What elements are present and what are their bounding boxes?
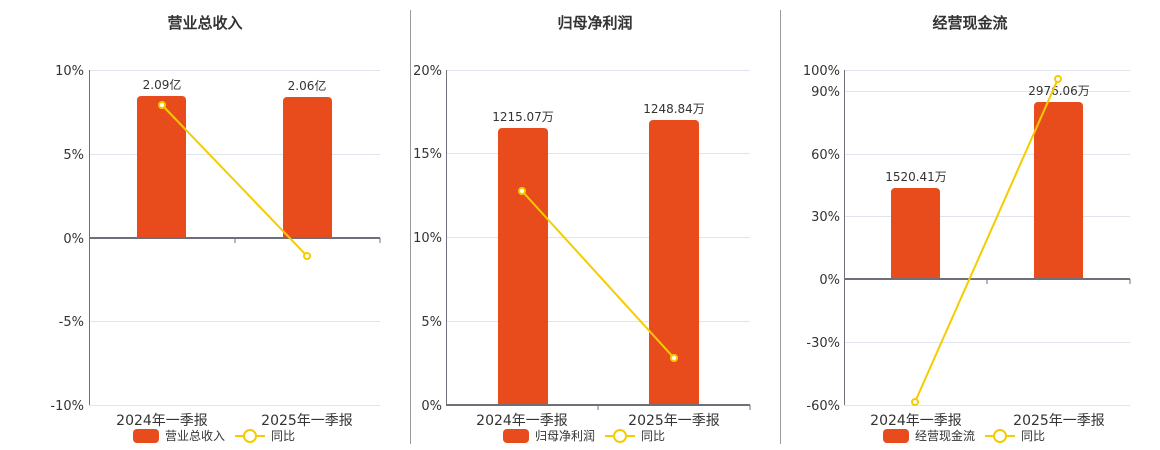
bar-2025[interactable] [283, 97, 332, 238]
line-marker-icon [235, 428, 266, 443]
bar-value-labels: 1215.07万 1248.84万 [492, 102, 705, 124]
y-tick-label: 20% [413, 64, 442, 79]
y-tick-label: 10% [55, 64, 84, 79]
y-tick-label: 5% [63, 148, 84, 163]
chart-legend: 营业总收入 同比 [133, 427, 299, 444]
legend-label: 营业总收入 [165, 429, 226, 443]
y-tick-label: -10% [50, 399, 84, 414]
x-tick-label: 2025年一季报 [1013, 413, 1105, 429]
yoy-point-2025[interactable] [1054, 75, 1062, 83]
y-axis-labels: 20% 15% 10% 5% 0% [413, 64, 442, 414]
line-marker-icon [985, 428, 1016, 443]
yoy-point-2024[interactable] [518, 187, 526, 195]
y-tick-label: 0% [421, 399, 442, 414]
y-tick-label: 100% [803, 64, 840, 79]
x-axis-labels: 2024年一季报 2025年一季报 [116, 413, 353, 429]
x-tick-label: 2024年一季报 [476, 413, 568, 429]
bar-label: 1520.41万 [885, 170, 947, 184]
chart-panel-net-profit: 归母净利润 20% 15% 10% 5% 0% 1215.07万 1248.84… [410, 0, 780, 450]
chart-canvas: 10% 5% 0% -5% -10% 2.09亿 2.06亿 2024年一季报 … [50, 64, 381, 429]
yoy-line [914, 78, 1059, 403]
line-marker-icon [605, 428, 636, 443]
chart-legend: 经营现金流 同比 [883, 427, 1049, 444]
y-tick-label: 30% [811, 210, 840, 225]
x-tick-label: 2025年一季报 [261, 413, 353, 429]
bar-label: 2.06亿 [288, 78, 327, 93]
y-axis-labels: 10% 5% 0% -5% -10% [50, 64, 84, 414]
legend-item-bar[interactable]: 归母净利润 [503, 427, 595, 444]
bar-label: 1215.07万 [492, 110, 554, 124]
legend-label: 同比 [271, 429, 296, 443]
bar-2025[interactable] [649, 120, 699, 405]
legend-item-bar[interactable]: 经营现金流 [883, 427, 975, 444]
y-tick-label: 15% [413, 147, 442, 162]
x-tick-label: 2024年一季报 [116, 413, 208, 429]
x-tick-label: 2024年一季报 [870, 413, 962, 429]
y-tick-label: 5% [421, 315, 442, 330]
legend-label: 同比 [1021, 429, 1046, 443]
bar-value-labels: 1520.41万 2976.06万 [885, 84, 1090, 184]
legend-label: 同比 [641, 429, 666, 443]
legend-item-yoy[interactable]: 同比 [985, 427, 1045, 444]
yoy-point-2025[interactable] [670, 354, 678, 362]
gridlines [446, 70, 750, 322]
chart-canvas: 20% 15% 10% 5% 0% 1215.07万 1248.84万 2024… [413, 64, 751, 429]
legend-item-bar[interactable]: 营业总收入 [133, 427, 225, 444]
y-tick-label: 60% [811, 148, 840, 163]
bar-label: 2976.06万 [1028, 84, 1090, 98]
bar-swatch-icon [503, 428, 529, 443]
chart-legend: 归母净利润 同比 [503, 427, 669, 444]
bar-swatch-icon [133, 428, 159, 443]
y-tick-label: -30% [806, 336, 840, 351]
yoy-point-2024[interactable] [911, 398, 919, 406]
bar-2024[interactable] [498, 128, 548, 405]
chart-panel-revenue: 营业总收入 10% 5% 0% -5% -10% 2.09亿 2.06亿 [0, 0, 410, 450]
yoy-point-2025[interactable] [303, 252, 311, 260]
bar-2024[interactable] [891, 188, 940, 279]
chart-title: 归母净利润 [557, 14, 633, 32]
bar-swatch-icon [883, 428, 909, 443]
legend-item-yoy[interactable]: 同比 [605, 427, 665, 444]
bar-2025[interactable] [1034, 102, 1083, 279]
bar-label: 1248.84万 [643, 102, 705, 116]
bar-2024[interactable] [137, 96, 186, 238]
y-tick-label: 10% [413, 231, 442, 246]
legend-label: 归母净利润 [535, 429, 596, 443]
bar-value-labels: 2.09亿 2.06亿 [143, 77, 327, 93]
bar-label: 2.09亿 [143, 77, 182, 92]
legend-item-yoy[interactable]: 同比 [235, 427, 295, 444]
yoy-point-2024[interactable] [158, 101, 166, 109]
y-tick-label: -60% [806, 399, 840, 414]
legend-label: 经营现金流 [915, 429, 976, 443]
panel-divider [410, 10, 411, 444]
y-axis-labels: 100% 90% 60% 30% 0% -30% -60% [803, 64, 840, 414]
y-tick-label: 0% [819, 273, 840, 288]
y-tick-label: 0% [63, 232, 84, 247]
x-tick-label: 2025年一季报 [628, 413, 720, 429]
y-tick-label: -5% [59, 315, 84, 330]
yoy-line [521, 190, 675, 359]
panel-divider [780, 10, 781, 444]
x-axis-labels: 2024年一季报 2025年一季报 [476, 413, 720, 429]
chart-panel-operating-cash-flow: 经营现金流 100% 90% 60% 30% 0% -30% -60% 1520… [780, 0, 1160, 450]
yoy-line [161, 104, 308, 257]
x-axis-labels: 2024年一季报 2025年一季报 [870, 413, 1105, 429]
chart-title: 营业总收入 [167, 14, 243, 32]
chart-canvas: 100% 90% 60% 30% 0% -30% -60% 1520.41万 2… [803, 64, 1131, 429]
y-tick-label: 90% [811, 85, 840, 100]
chart-title: 经营现金流 [932, 14, 1008, 32]
